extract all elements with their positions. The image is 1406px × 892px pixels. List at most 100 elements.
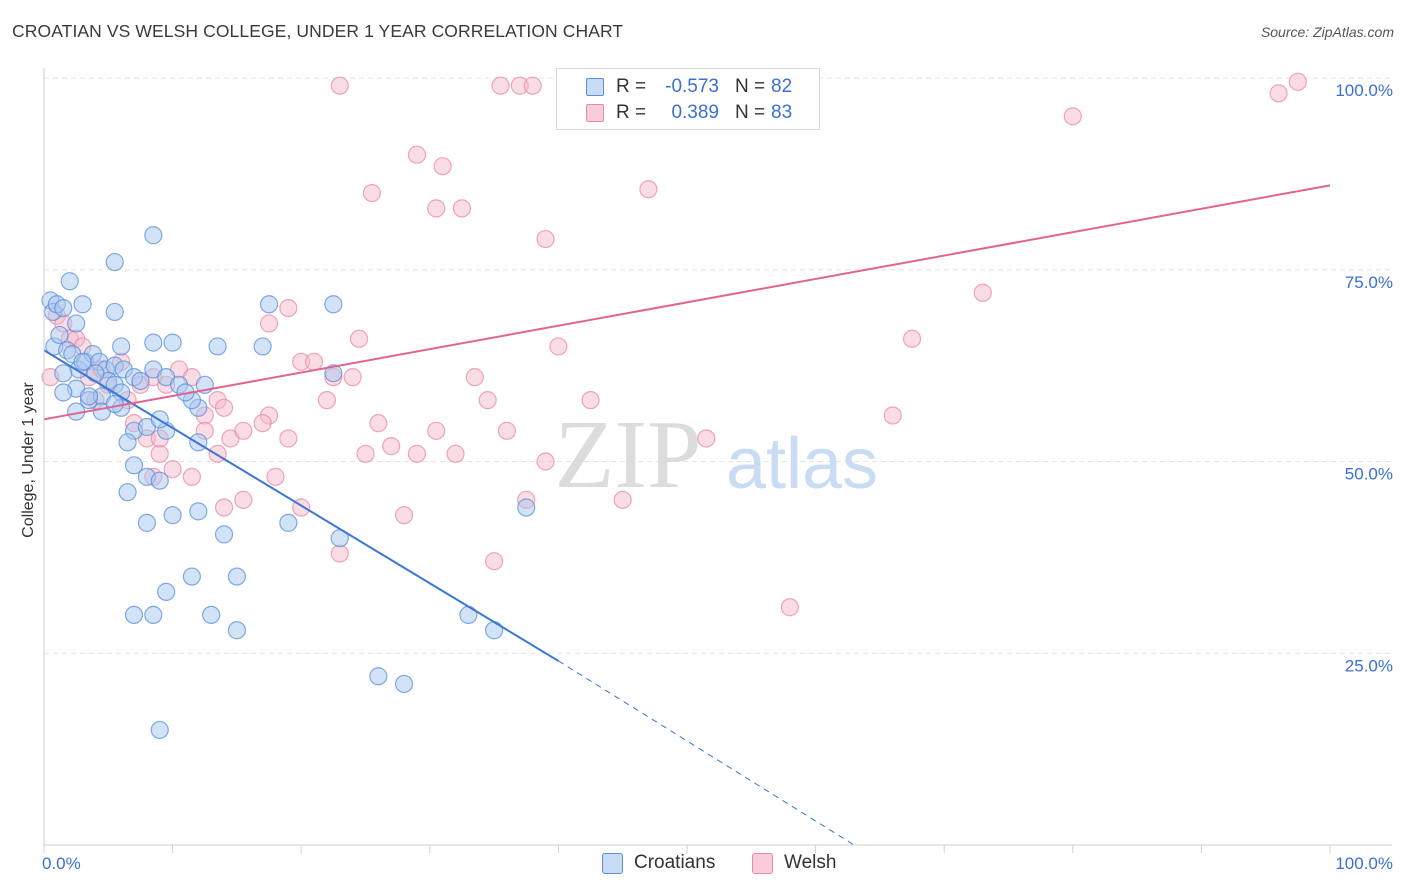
welsh-point <box>407 444 427 463</box>
welsh-point <box>780 598 799 617</box>
y-tick-label: 100.0% <box>1335 81 1393 100</box>
y-axis-label: College, Under 1 year <box>20 382 37 538</box>
welsh-point <box>394 506 414 525</box>
croatians-point <box>79 387 99 406</box>
welsh-point <box>362 183 382 203</box>
welsh-point <box>549 337 568 356</box>
croatians-point <box>112 337 131 356</box>
welsh-point <box>465 368 484 387</box>
croatians-point <box>253 337 272 356</box>
welsh-point <box>536 229 555 249</box>
welsh-point <box>485 552 504 571</box>
x-tick-label: 100.0% <box>1335 854 1393 873</box>
croatians-trendline <box>43 349 559 662</box>
welsh-point <box>1288 72 1307 91</box>
y-tick-label: 25.0% <box>1345 656 1393 675</box>
welsh-point <box>433 157 452 176</box>
welsh-point <box>234 421 253 440</box>
n-value: 83 <box>771 102 793 123</box>
croatians-point <box>144 333 163 352</box>
welsh-point <box>1063 107 1082 126</box>
correlation-legend: R = -0.573 N = 82 R = 0.389 N = 83 <box>556 68 820 130</box>
welsh-point <box>497 421 517 440</box>
welsh-point <box>163 460 182 479</box>
welsh-point <box>214 498 234 517</box>
croatians-point <box>163 333 182 352</box>
croatians-point <box>214 525 234 544</box>
welsh-trendline <box>43 184 1331 421</box>
croatians-swatch <box>586 78 604 96</box>
croatians-point <box>163 506 182 525</box>
welsh-point <box>697 429 716 448</box>
r-label: R = <box>616 76 647 97</box>
croatians-point <box>50 325 69 345</box>
croatians-point <box>73 295 92 314</box>
r-value: -0.573 <box>665 76 719 97</box>
croatians-point <box>157 582 176 601</box>
croatians-point <box>259 295 279 314</box>
welsh-point <box>407 145 427 164</box>
watermark-atlas: atlas <box>726 424 878 504</box>
welsh-point <box>304 352 324 371</box>
welsh-point <box>214 398 234 417</box>
welsh-point <box>182 467 201 486</box>
welsh-point <box>452 199 472 218</box>
croatians-point <box>144 605 163 625</box>
croatians-point <box>150 471 169 490</box>
welsh-swatch <box>586 104 604 122</box>
welsh-point <box>279 429 298 448</box>
croatians-point <box>60 272 79 291</box>
croatians-point <box>324 295 343 314</box>
welsh-point <box>330 544 349 563</box>
welsh-point <box>973 283 992 302</box>
legend-row-croatians: R = -0.573 N = 82 <box>557 76 819 100</box>
welsh-point <box>639 180 658 199</box>
grid-layer <box>44 77 1392 654</box>
croatians-point <box>144 226 163 245</box>
r-value: 0.389 <box>671 102 719 123</box>
croatians-point <box>124 605 144 625</box>
croatians-point <box>137 513 156 532</box>
watermark: ZIP atlas <box>555 401 879 509</box>
croatians-point <box>54 383 73 402</box>
croatians-point <box>279 513 298 532</box>
welsh-point <box>369 414 388 433</box>
croatians-point <box>54 299 73 318</box>
croatians-point <box>182 567 201 586</box>
croatians-point <box>227 621 246 640</box>
n-label: N = <box>735 102 766 123</box>
croatians-point <box>227 567 246 586</box>
legend-label-croatians: Croatians <box>634 852 716 873</box>
welsh-point <box>253 414 272 433</box>
croatians-point <box>118 483 137 502</box>
welsh-point <box>902 329 922 348</box>
croatians-point <box>369 667 388 686</box>
welsh-point <box>446 444 465 463</box>
croatians-point <box>73 352 92 371</box>
y-tick-label: 50.0% <box>1345 465 1393 484</box>
croatians-trendline-extension <box>558 660 855 846</box>
legend-row-welsh: R = 0.389 N = 83 <box>557 102 819 126</box>
welsh-point <box>478 391 497 410</box>
croatians-point <box>324 364 343 383</box>
r-label: R = <box>616 102 647 123</box>
croatians-point <box>202 605 221 625</box>
n-value: 82 <box>771 76 793 97</box>
croatians-point <box>67 314 86 333</box>
croatians-point <box>189 502 208 521</box>
croatians-point <box>394 674 414 694</box>
welsh-point <box>427 421 446 440</box>
legend-label-welsh: Welsh <box>784 852 837 873</box>
chart-title: CROATIAN VS WELSH COLLEGE, UNDER 1 YEAR … <box>12 21 624 41</box>
croatians-point <box>208 337 227 356</box>
welsh-point <box>330 76 349 95</box>
croatians-point <box>118 433 137 452</box>
axes-layer: 25.0% 50.0% 75.0% 100.0% 0.0% 100.0% <box>42 68 1393 873</box>
welsh-point <box>266 467 285 486</box>
x-tick-label: 0.0% <box>42 854 81 873</box>
welsh-point <box>581 391 600 410</box>
welsh-point <box>150 444 169 463</box>
welsh-point <box>883 406 902 425</box>
welsh-point <box>259 314 279 333</box>
